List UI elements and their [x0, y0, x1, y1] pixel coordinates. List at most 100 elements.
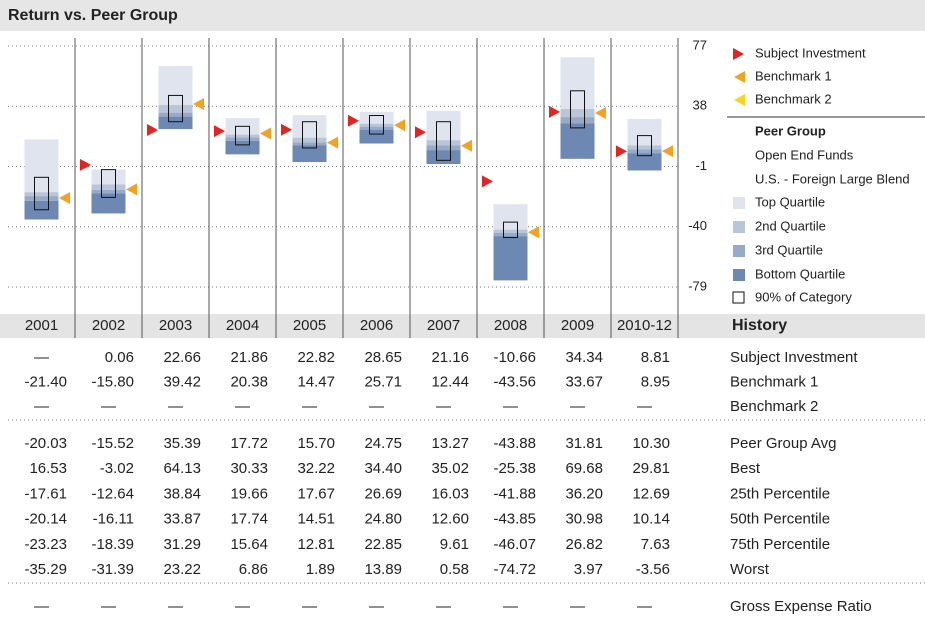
- table-cell: 29.81: [632, 460, 670, 477]
- quartile-band: [359, 111, 394, 124]
- quartile-band: [292, 142, 327, 146]
- quartile-band: [225, 134, 260, 138]
- quartile-band: [24, 196, 59, 201]
- benchmark-marker: [260, 127, 271, 140]
- table-cell: 7.63: [641, 536, 670, 553]
- table-cell: -3.02: [100, 460, 134, 477]
- year-label: 2006: [360, 317, 393, 334]
- year-label: 2007: [427, 317, 460, 334]
- quartile-band: [24, 139, 59, 193]
- category-90-box: [302, 121, 317, 149]
- table-cell: 22.85: [364, 536, 402, 553]
- quartile-band: [359, 129, 394, 144]
- legend-swatch: [733, 269, 745, 281]
- table-cell: 15.64: [230, 536, 268, 553]
- quartile-band: [225, 140, 260, 155]
- table-cell: 69.68: [565, 460, 603, 477]
- row-label: Worst: [730, 561, 770, 578]
- category-90-box: [570, 90, 585, 129]
- subject-marker: [549, 105, 560, 118]
- table-cell: —: [235, 598, 250, 615]
- table-header-band: [0, 314, 925, 338]
- y-tick-label: -1: [695, 158, 707, 173]
- table-cell: -15.52: [91, 435, 134, 452]
- table-cell: —: [34, 398, 49, 415]
- quartile-band: [24, 192, 59, 197]
- table-cell: 1.89: [306, 561, 335, 578]
- year-label: 2010-12: [617, 317, 672, 334]
- table-cell: 36.20: [565, 485, 603, 502]
- table-cell: 34.34: [565, 349, 603, 366]
- table-cell: —: [302, 398, 317, 415]
- table-cell: -74.72: [493, 561, 536, 578]
- quartile-band: [627, 118, 662, 146]
- quartile-band: [426, 140, 461, 146]
- table-cell: 12.44: [431, 373, 469, 390]
- legend-label: Benchmark 2: [755, 91, 832, 106]
- quartile-band: [91, 189, 126, 194]
- year-label: 2009: [561, 317, 594, 334]
- table-cell: -23.23: [24, 536, 67, 553]
- table-cell: —: [637, 598, 652, 615]
- legend-marker: [734, 71, 745, 83]
- quartile-band: [158, 104, 193, 113]
- table-cell: 25.71: [364, 373, 402, 390]
- category-90-box: [34, 176, 49, 211]
- table-cell: -43.85: [493, 511, 536, 528]
- quartile-band: [225, 137, 260, 141]
- table-cell: 16.53: [29, 460, 67, 477]
- table-cell: -35.29: [24, 561, 67, 578]
- year-label: 2008: [494, 317, 527, 334]
- table-cell: —: [570, 598, 585, 615]
- benchmark-marker: [394, 119, 405, 132]
- quartile-band: [158, 116, 193, 130]
- subject-marker: [147, 123, 158, 136]
- table-cell: —: [34, 349, 49, 366]
- legend-label: 90% of Category: [755, 289, 852, 304]
- table-cell: -31.39: [91, 561, 134, 578]
- table-cell: 24.75: [364, 435, 402, 452]
- table-cell: —: [302, 598, 317, 615]
- table-cell: 17.72: [230, 435, 268, 452]
- table-cell: —: [235, 398, 250, 415]
- y-tick-label: 77: [693, 37, 707, 52]
- table-cell: 33.67: [565, 373, 603, 390]
- table-cell: 34.40: [364, 460, 402, 477]
- benchmark-marker: [59, 192, 70, 205]
- quartile-band: [426, 110, 461, 141]
- category-90-box: [101, 169, 116, 198]
- quartile-band: [627, 153, 662, 171]
- table-cell: 0.58: [440, 561, 469, 578]
- table-cell: 19.66: [230, 485, 268, 502]
- row-label: Gross Expense Ratio: [730, 598, 872, 615]
- table-cell: 3.97: [574, 561, 603, 578]
- table-cell: -15.80: [91, 373, 134, 390]
- table-cell: -16.11: [93, 511, 134, 528]
- category-90-box: [436, 121, 451, 161]
- quartile-band: [560, 123, 595, 159]
- table-cell: 17.74: [230, 511, 268, 528]
- chart-title: Return vs. Peer Group: [8, 7, 178, 24]
- table-cell: 12.81: [297, 536, 335, 553]
- table-title: History: [732, 317, 787, 334]
- quartile-band: [292, 137, 327, 143]
- row-label: Subject Investment: [730, 349, 858, 366]
- table-cell: 14.47: [297, 373, 335, 390]
- category-90-box: [168, 94, 183, 123]
- table-cell: 22.82: [297, 349, 335, 366]
- benchmark-marker: [595, 106, 606, 119]
- table-cell: -18.39: [91, 536, 134, 553]
- table-cell: 26.82: [565, 536, 603, 553]
- year-label: 2002: [92, 317, 125, 334]
- table-cell: —: [168, 598, 183, 615]
- table-cell: 38.84: [163, 485, 201, 502]
- table-cell: 23.22: [163, 561, 201, 578]
- table-cell: 14.51: [297, 511, 335, 528]
- category-90-box: [235, 125, 250, 146]
- table-cell: 39.42: [163, 373, 201, 390]
- quartile-band: [292, 145, 327, 163]
- table-cell: —: [503, 598, 518, 615]
- subject-marker: [281, 123, 292, 136]
- table-cell: -20.14: [24, 511, 67, 528]
- table-cell: 31.29: [163, 536, 201, 553]
